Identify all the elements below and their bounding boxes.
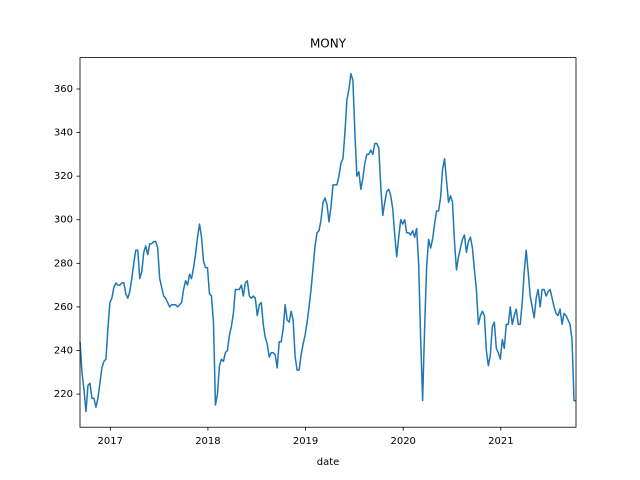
- x-tick-label: 2018: [195, 436, 220, 447]
- y-tick-label: 340: [54, 128, 73, 139]
- y-tick-label: 320: [54, 171, 73, 182]
- data-line: [79, 72, 576, 413]
- y-tick-label: 360: [54, 84, 73, 95]
- x-axis-label: date: [317, 457, 340, 468]
- x-tick-label: 2021: [488, 436, 513, 447]
- y-tick-label: 280: [54, 258, 73, 269]
- y-tick-label: 240: [54, 345, 73, 356]
- chart-title: MONY: [310, 37, 347, 51]
- y-tick-label: 300: [54, 215, 73, 226]
- y-tick-label: 260: [54, 302, 73, 313]
- x-tick-label: 2020: [390, 436, 415, 447]
- y-tick-label: 220: [54, 389, 73, 400]
- x-tick-label: 2019: [293, 436, 318, 447]
- x-tick-label: 2017: [98, 436, 123, 447]
- plot-frame: [79, 57, 577, 428]
